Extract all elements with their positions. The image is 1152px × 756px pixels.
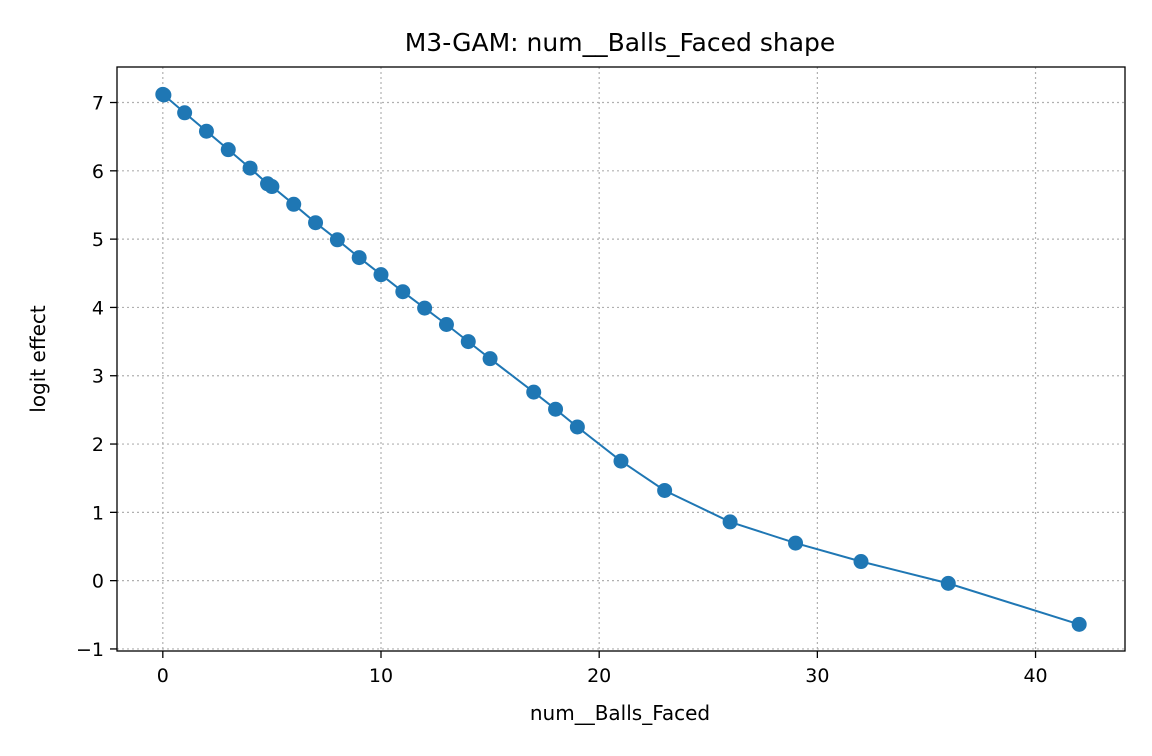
data-point xyxy=(1071,616,1087,632)
data-point xyxy=(220,142,236,158)
data-point xyxy=(264,179,280,195)
data-point xyxy=(788,535,804,551)
data-point xyxy=(438,317,454,333)
y-tick-label: 2 xyxy=(92,434,104,456)
x-tick-label: 0 xyxy=(157,665,169,687)
x-tick-label: 10 xyxy=(369,665,393,687)
x-tick-label: 20 xyxy=(587,665,611,687)
y-tick-label: 5 xyxy=(92,229,104,251)
data-point xyxy=(657,482,673,498)
data-point xyxy=(329,232,345,248)
data-point xyxy=(286,196,302,212)
data-point xyxy=(569,419,585,435)
x-axis-label: num__Balls_Faced xyxy=(530,701,710,725)
data-point xyxy=(548,401,564,417)
data-series xyxy=(155,86,1087,632)
data-point xyxy=(308,215,324,231)
y-tick-label: 4 xyxy=(92,297,104,319)
y-tick-label: 3 xyxy=(92,366,104,388)
series-line xyxy=(162,93,1080,626)
data-point xyxy=(482,351,498,367)
x-tick-label: 40 xyxy=(1023,665,1047,687)
data-point xyxy=(242,160,258,176)
plot-frame xyxy=(116,66,1126,652)
data-point xyxy=(526,384,542,400)
data-point xyxy=(351,250,367,266)
data-point xyxy=(940,575,956,591)
data-point xyxy=(722,514,738,530)
data-point xyxy=(177,105,193,121)
chart-title: M3-GAM: num__Balls_Faced shape xyxy=(405,28,836,57)
y-tick-label: 0 xyxy=(92,571,104,593)
y-axis-label: logit effect xyxy=(26,305,50,413)
data-point xyxy=(417,300,433,316)
data-point xyxy=(613,453,629,469)
axis-ticks: 0 10 20 30 40 −1 0 1 2 3 4 5 6 7 xyxy=(76,93,1048,687)
data-point xyxy=(373,267,389,283)
y-tick-label: 7 xyxy=(92,93,104,115)
data-point xyxy=(395,284,411,300)
y-tick-label: 6 xyxy=(92,161,104,183)
y-tick-label: 1 xyxy=(92,502,104,524)
data-point xyxy=(460,334,476,350)
grid xyxy=(117,67,1125,651)
data-point xyxy=(156,87,172,103)
data-point xyxy=(198,123,214,139)
x-tick-label: 30 xyxy=(805,665,829,687)
data-point xyxy=(853,554,869,570)
y-tick-label: −1 xyxy=(76,639,104,661)
